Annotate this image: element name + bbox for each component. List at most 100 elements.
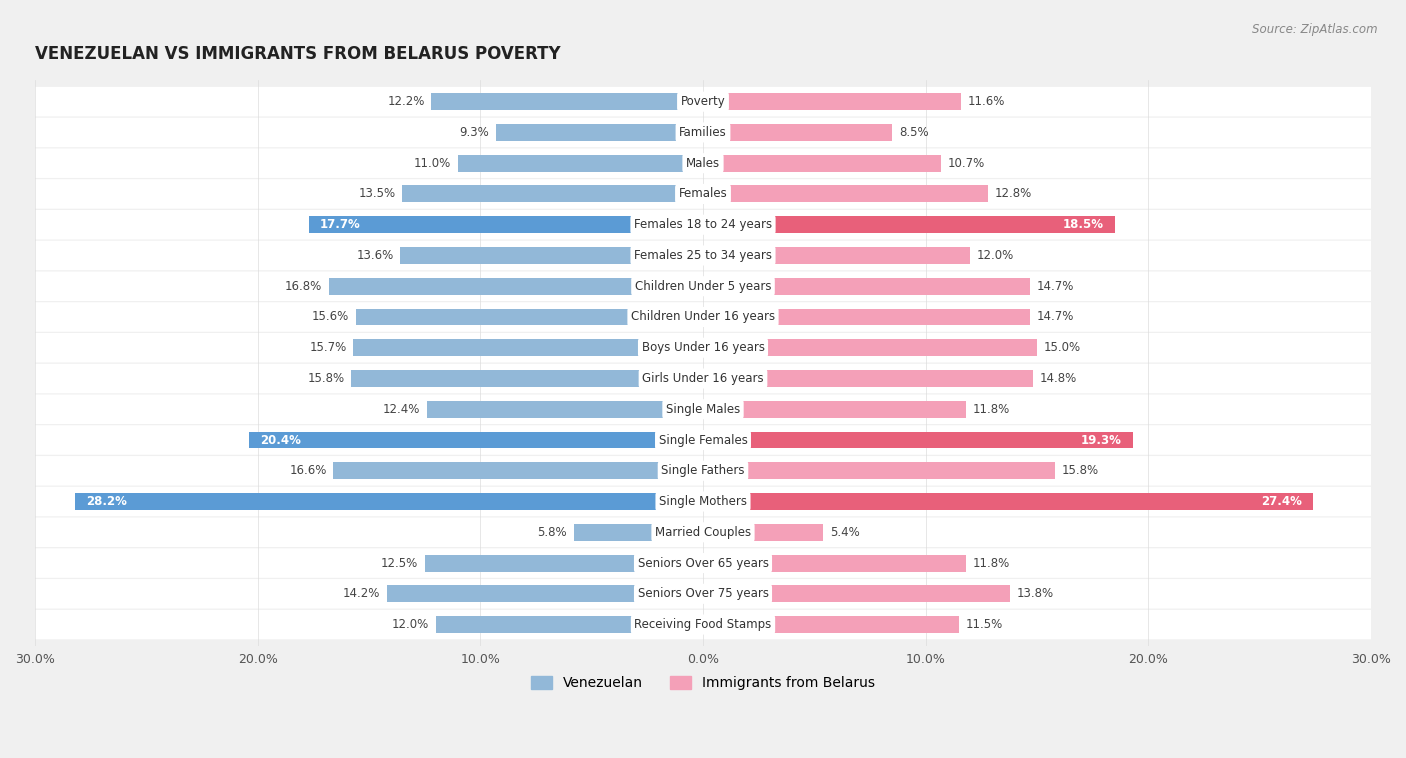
Bar [496, 124, 703, 141]
Text: 15.6%: 15.6% [312, 311, 349, 324]
Bar [703, 555, 966, 572]
Bar [333, 462, 703, 479]
Text: 15.8%: 15.8% [308, 372, 344, 385]
Text: Females 18 to 24 years: Females 18 to 24 years [634, 218, 772, 231]
FancyBboxPatch shape [13, 425, 1393, 455]
FancyBboxPatch shape [13, 609, 1393, 639]
FancyBboxPatch shape [13, 149, 1393, 178]
Text: Families: Families [679, 126, 727, 139]
Text: 15.8%: 15.8% [1062, 465, 1098, 478]
Text: 13.6%: 13.6% [356, 249, 394, 262]
Text: 13.5%: 13.5% [359, 187, 395, 200]
Text: Poverty: Poverty [681, 96, 725, 108]
FancyBboxPatch shape [13, 579, 1393, 609]
Text: 14.7%: 14.7% [1038, 311, 1074, 324]
Bar [703, 124, 893, 141]
Bar [703, 340, 1038, 356]
Bar [432, 93, 703, 110]
Bar [401, 247, 703, 264]
Bar [703, 93, 962, 110]
Text: Children Under 5 years: Children Under 5 years [634, 280, 772, 293]
Text: Males: Males [686, 157, 720, 170]
Text: 12.5%: 12.5% [381, 556, 418, 569]
Text: Single Mothers: Single Mothers [659, 495, 747, 508]
Text: 14.8%: 14.8% [1039, 372, 1077, 385]
Text: VENEZUELAN VS IMMIGRANTS FROM BELARUS POVERTY: VENEZUELAN VS IMMIGRANTS FROM BELARUS PO… [35, 45, 561, 64]
Text: 13.8%: 13.8% [1017, 587, 1054, 600]
Text: 8.5%: 8.5% [898, 126, 928, 139]
FancyBboxPatch shape [13, 117, 1393, 147]
Text: Seniors Over 65 years: Seniors Over 65 years [637, 556, 769, 569]
Bar [402, 186, 703, 202]
Text: Receiving Food Stamps: Receiving Food Stamps [634, 618, 772, 631]
Text: 16.6%: 16.6% [290, 465, 326, 478]
Bar [75, 493, 703, 510]
Text: 12.8%: 12.8% [994, 187, 1032, 200]
Text: Seniors Over 75 years: Seniors Over 75 years [637, 587, 769, 600]
Bar [703, 370, 1032, 387]
FancyBboxPatch shape [13, 548, 1393, 578]
Text: 18.5%: 18.5% [1063, 218, 1104, 231]
Bar [427, 401, 703, 418]
Bar [574, 524, 703, 540]
Bar [387, 585, 703, 603]
FancyBboxPatch shape [13, 302, 1393, 332]
FancyBboxPatch shape [13, 456, 1393, 486]
Text: Females 25 to 34 years: Females 25 to 34 years [634, 249, 772, 262]
Bar [436, 616, 703, 633]
Bar [703, 431, 1133, 449]
Bar [703, 216, 1115, 233]
Text: 12.0%: 12.0% [977, 249, 1014, 262]
Bar [703, 155, 941, 171]
Text: 17.7%: 17.7% [321, 218, 361, 231]
Bar [249, 431, 703, 449]
Text: 14.7%: 14.7% [1038, 280, 1074, 293]
Text: 5.8%: 5.8% [537, 526, 567, 539]
Text: 20.4%: 20.4% [260, 434, 301, 446]
Text: Girls Under 16 years: Girls Under 16 years [643, 372, 763, 385]
Text: Single Males: Single Males [666, 402, 740, 415]
FancyBboxPatch shape [13, 241, 1393, 271]
Bar [353, 340, 703, 356]
Text: Source: ZipAtlas.com: Source: ZipAtlas.com [1253, 23, 1378, 36]
Text: 27.4%: 27.4% [1261, 495, 1302, 508]
Text: 14.2%: 14.2% [343, 587, 380, 600]
FancyBboxPatch shape [13, 210, 1393, 240]
Bar [703, 309, 1031, 325]
Text: 10.7%: 10.7% [948, 157, 986, 170]
Bar [356, 309, 703, 325]
Bar [703, 401, 966, 418]
Bar [703, 585, 1011, 603]
Text: 12.4%: 12.4% [382, 402, 420, 415]
Text: 9.3%: 9.3% [460, 126, 489, 139]
Bar [703, 524, 824, 540]
Text: 12.2%: 12.2% [387, 96, 425, 108]
Text: 11.0%: 11.0% [415, 157, 451, 170]
Text: Married Couples: Married Couples [655, 526, 751, 539]
FancyBboxPatch shape [13, 271, 1393, 301]
Text: 11.8%: 11.8% [973, 402, 1010, 415]
FancyBboxPatch shape [13, 518, 1393, 547]
Text: 11.5%: 11.5% [966, 618, 1002, 631]
Text: Children Under 16 years: Children Under 16 years [631, 311, 775, 324]
FancyBboxPatch shape [13, 333, 1393, 362]
Text: Single Fathers: Single Fathers [661, 465, 745, 478]
Legend: Venezuelan, Immigrants from Belarus: Venezuelan, Immigrants from Belarus [524, 671, 882, 696]
Text: 15.0%: 15.0% [1043, 341, 1081, 354]
Text: 5.4%: 5.4% [830, 526, 859, 539]
Text: 19.3%: 19.3% [1081, 434, 1122, 446]
FancyBboxPatch shape [13, 487, 1393, 516]
Text: 11.6%: 11.6% [967, 96, 1005, 108]
Bar [703, 186, 988, 202]
Text: Single Females: Single Females [658, 434, 748, 446]
Text: 12.0%: 12.0% [392, 618, 429, 631]
FancyBboxPatch shape [13, 394, 1393, 424]
Bar [352, 370, 703, 387]
Bar [458, 155, 703, 171]
Bar [425, 555, 703, 572]
Text: Females: Females [679, 187, 727, 200]
FancyBboxPatch shape [13, 179, 1393, 208]
Text: 28.2%: 28.2% [86, 495, 127, 508]
Bar [329, 277, 703, 295]
Bar [703, 277, 1031, 295]
